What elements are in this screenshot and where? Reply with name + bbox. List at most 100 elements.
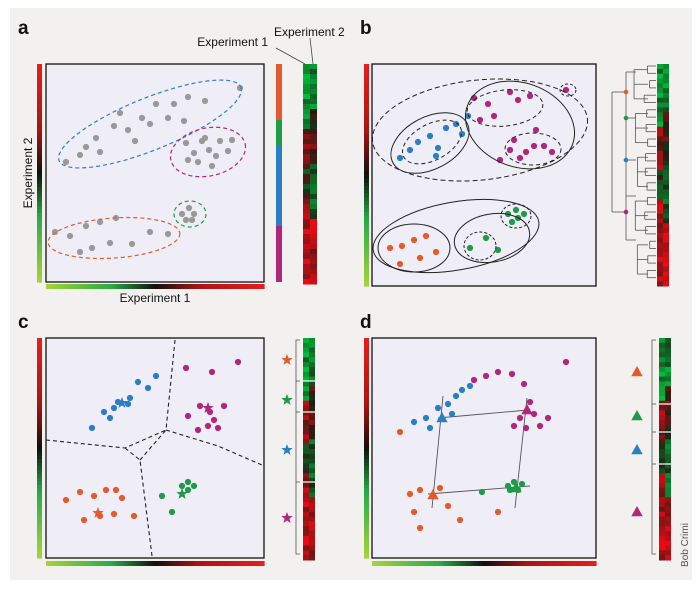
heatmap-cell: [310, 264, 317, 270]
heatmap-cell: [310, 199, 317, 205]
gradient-segment: [458, 561, 463, 566]
dendrogram-node-orange: [623, 89, 629, 95]
gradient-segment: [48, 284, 53, 289]
gradient-segment: [364, 260, 369, 265]
heatmap-cell: [659, 405, 665, 411]
gradient-segment: [182, 561, 186, 566]
heatmap-cell: [657, 257, 663, 263]
gradient-segment: [374, 561, 379, 566]
data-point: [110, 122, 118, 130]
data-point: [82, 222, 90, 230]
gradient-segment: [37, 249, 42, 254]
heatmap-cell: [663, 208, 669, 215]
gradient-segment: [364, 532, 369, 537]
heatmap-cell: [303, 204, 310, 210]
triangle-marker-icon: [521, 404, 533, 415]
heatmap-cell: [659, 357, 665, 363]
gradient-segment: [73, 561, 77, 566]
star-marker-icon: [281, 394, 293, 405]
gradient-segment: [364, 352, 369, 357]
gradient-segment: [364, 345, 369, 350]
gradient-segment: [364, 138, 369, 143]
heatmap-cell: [663, 261, 669, 268]
heatmap-cell: [309, 545, 315, 551]
data-point: [76, 151, 84, 159]
heatmap-cell: [303, 194, 310, 200]
gradient-segment: [54, 561, 58, 566]
gradient-segment: [402, 561, 407, 566]
heatmap-cell: [657, 141, 663, 147]
heatmap-column-1: [659, 338, 665, 561]
gradient-segment: [593, 561, 597, 566]
data-point: [131, 137, 139, 145]
gradient-segment: [37, 96, 42, 101]
cluster-color-bar: [276, 64, 282, 282]
gradient-segment: [364, 411, 369, 416]
heatmap-cell: [309, 352, 315, 358]
star-marker-icon: [281, 512, 293, 523]
heatmap-cell: [659, 506, 665, 513]
data-point: [444, 502, 452, 510]
gradient-segment: [135, 284, 140, 289]
gradient-segment: [111, 284, 115, 289]
heatmap-cell: [310, 139, 317, 145]
gradient-segment: [364, 219, 369, 224]
heatmap-cell: [310, 99, 317, 105]
heatmap-cell: [657, 112, 663, 118]
gradient-segment: [576, 561, 580, 566]
heatmap-cell: [310, 249, 317, 255]
gradient-segment: [37, 547, 42, 552]
heatmap-cell: [663, 184, 669, 190]
data-point: [478, 488, 486, 496]
gradient-segment: [201, 561, 205, 566]
gradient-segment: [364, 440, 369, 445]
grid-line: [427, 485, 531, 495]
heatmap-cell: [665, 492, 671, 498]
data-point: [146, 120, 154, 128]
heatmap-cell: [657, 252, 663, 258]
heatmap-cell: [309, 444, 315, 450]
gradient-segment: [37, 422, 42, 427]
gradient-segment: [364, 492, 369, 497]
heatmap-cell: [663, 78, 669, 84]
gradient-segment: [37, 360, 42, 365]
gradient-segment: [89, 284, 93, 289]
data-point: [398, 242, 406, 250]
gradient-segment: [247, 561, 251, 566]
heatmap-cell: [657, 170, 663, 176]
gradient-segment: [364, 149, 369, 154]
gradient-segment: [152, 284, 156, 289]
heatmap-cell: [309, 424, 315, 431]
heatmap-cell: [659, 482, 665, 489]
gradient-segment: [364, 539, 369, 544]
data-point: [62, 496, 70, 504]
gradient-segment: [364, 75, 369, 80]
heatmap-cell: [303, 224, 310, 230]
gradient-segment: [37, 429, 42, 434]
data-point: [112, 486, 120, 494]
heatmap-cell: [303, 550, 309, 556]
heatmap-cell: [657, 102, 663, 108]
heatmap-cell: [663, 175, 669, 181]
heatmap-cell: [310, 179, 317, 185]
heatmap-cell: [303, 229, 310, 235]
gradient-segment: [528, 561, 533, 566]
gradient-segment: [364, 123, 369, 128]
gradient-segment: [114, 561, 118, 566]
heatmap-cell: [663, 92, 669, 99]
data-point: [416, 486, 424, 494]
gradient-segment: [364, 167, 369, 172]
gradient-segment: [37, 444, 42, 449]
heatmap-cell: [303, 405, 309, 411]
gradient-segment: [364, 499, 369, 504]
panel-label-a: a: [18, 18, 29, 39]
gradient-segment: [59, 284, 63, 289]
heatmap-cell: [310, 89, 317, 95]
gradient-segment: [414, 561, 418, 566]
gradient-segment: [37, 341, 42, 346]
heatmap-cell: [310, 204, 317, 210]
data-point: [470, 376, 478, 384]
data-point: [180, 117, 188, 125]
gradient-segment: [509, 561, 513, 566]
data-point: [406, 146, 414, 154]
